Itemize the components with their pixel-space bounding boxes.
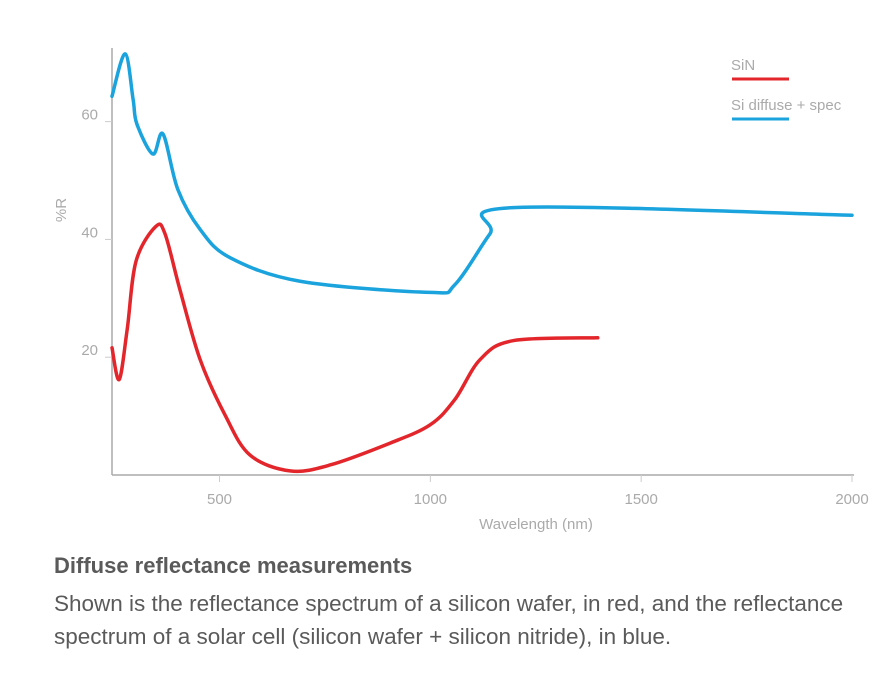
x-axis-label: Wavelength (nm) (479, 516, 593, 533)
y-tick-label: 20 (81, 342, 98, 359)
y-tick-label: 60 (81, 107, 98, 124)
y-tick-label: 40 (81, 224, 98, 241)
legend-label: SiN (731, 57, 755, 74)
x-tick-label: 500 (207, 491, 232, 508)
x-tick-label: 1500 (624, 491, 657, 508)
x-tick-label: 2000 (835, 491, 868, 508)
series-line-sin (110, 222, 600, 474)
y-axis-label: %R (53, 198, 70, 222)
reflectance-chart: 500 1000 1500 2000 20 40 60 SiN Si diffuse + sp… (53, 48, 869, 533)
x-tick-label: 1000 (414, 491, 447, 508)
legend-label: Si diffuse + spec (731, 97, 842, 114)
caption-title: Diffuse reflectance measurements (54, 553, 413, 578)
caption-body: Shown is the reflectance spectrum of a s… (54, 591, 844, 649)
series-line-si (110, 52, 854, 295)
